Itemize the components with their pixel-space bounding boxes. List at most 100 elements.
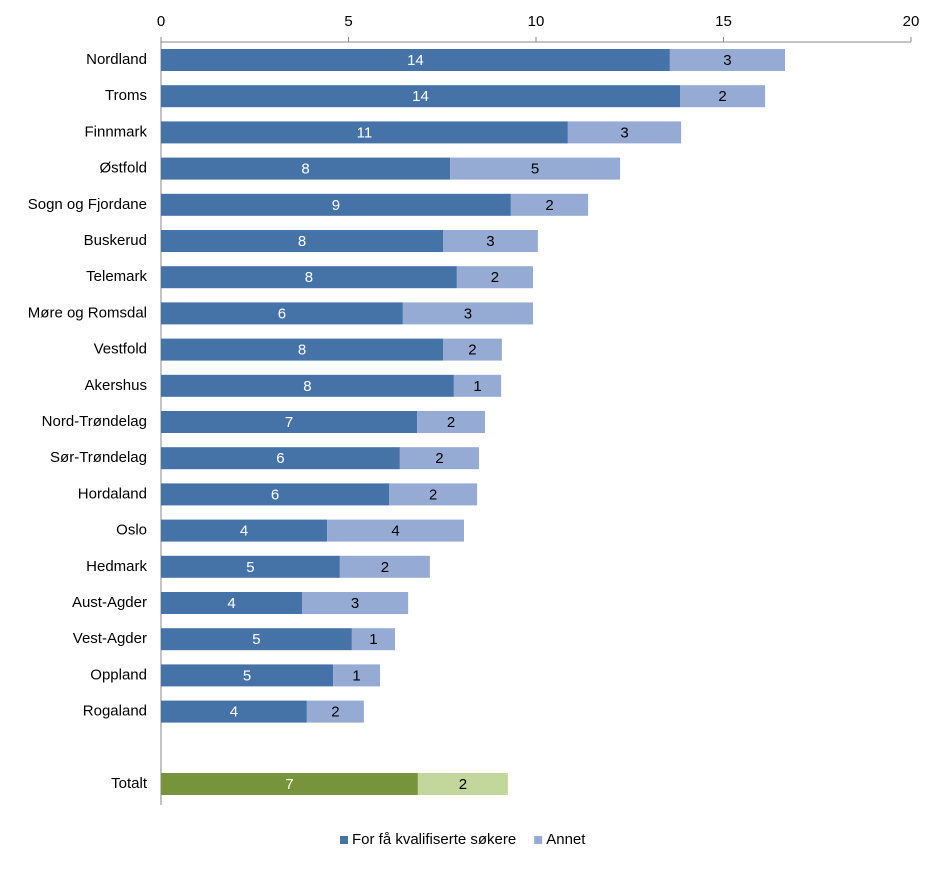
bar-segment bbox=[161, 555, 340, 578]
bar-segment bbox=[161, 338, 443, 361]
x-tick-label: 15 bbox=[715, 13, 732, 30]
data-label: 4 bbox=[240, 523, 248, 540]
y-tick-label: Nord-Trøndelag bbox=[42, 413, 147, 430]
bar-segment bbox=[339, 555, 430, 578]
bar-segment bbox=[399, 447, 479, 470]
x-tick-label: 5 bbox=[344, 13, 352, 30]
bar-segment bbox=[161, 302, 403, 325]
bar-segment bbox=[389, 483, 478, 506]
data-label: 2 bbox=[468, 342, 476, 359]
bar-segment bbox=[443, 338, 502, 361]
bar-segment bbox=[161, 664, 334, 687]
data-label: 5 bbox=[531, 161, 539, 178]
data-label: 6 bbox=[278, 305, 286, 322]
bar-segment bbox=[453, 374, 502, 397]
y-tick-label: Østfold bbox=[99, 160, 147, 177]
y-tick-label: Aust-Agder bbox=[72, 594, 147, 611]
data-label: 2 bbox=[545, 197, 553, 214]
bar-segment bbox=[161, 773, 418, 795]
bar-segment bbox=[161, 374, 454, 397]
data-label: 14 bbox=[412, 88, 429, 105]
data-label: 1 bbox=[369, 631, 377, 648]
data-label: 1 bbox=[352, 667, 360, 684]
bar-segment bbox=[402, 302, 533, 325]
legend-swatch bbox=[534, 836, 543, 844]
data-label: 4 bbox=[391, 523, 399, 540]
data-label: 4 bbox=[230, 704, 238, 721]
bar-segment bbox=[161, 193, 511, 216]
bar-segment bbox=[417, 773, 508, 795]
bar-segment bbox=[680, 85, 766, 108]
legend-swatch bbox=[340, 836, 348, 844]
data-label: 9 bbox=[332, 197, 340, 214]
bar-segment bbox=[510, 193, 589, 216]
data-label: 8 bbox=[301, 161, 309, 178]
data-label: 3 bbox=[464, 305, 472, 322]
y-tick-label: Telemark bbox=[86, 268, 147, 285]
y-tick-label: Oppland bbox=[90, 666, 147, 683]
data-label: 2 bbox=[459, 776, 467, 793]
y-tick-label: Hordaland bbox=[78, 485, 147, 502]
legend-label: Annet bbox=[546, 831, 586, 848]
data-label: 5 bbox=[246, 559, 254, 576]
bar-segment bbox=[456, 266, 533, 289]
bar-segment bbox=[161, 85, 680, 108]
data-label: 2 bbox=[429, 486, 437, 503]
bar-segment bbox=[443, 230, 538, 252]
y-tick-label: Finnmark bbox=[84, 123, 147, 140]
bar-segment bbox=[302, 592, 409, 614]
bar-segment bbox=[161, 411, 418, 433]
bar-segment bbox=[161, 628, 352, 651]
bar-segment bbox=[161, 266, 457, 289]
y-tick-label: Møre og Romsdal bbox=[28, 304, 147, 321]
bar-segment bbox=[161, 121, 568, 144]
x-tick-label: 10 bbox=[528, 13, 545, 30]
data-label: 7 bbox=[285, 776, 293, 793]
legend-label: For få kvalifiserte søkere bbox=[352, 831, 516, 848]
data-label: 5 bbox=[252, 631, 260, 648]
bar-segment bbox=[351, 628, 395, 651]
x-tick-label: 20 bbox=[903, 13, 920, 30]
bar-segment bbox=[161, 592, 302, 614]
data-label: 1 bbox=[473, 378, 481, 395]
data-label: 8 bbox=[298, 233, 306, 250]
bar-segment bbox=[161, 519, 328, 542]
bar-segment bbox=[161, 483, 389, 506]
bar-segment bbox=[161, 700, 307, 723]
data-label: 8 bbox=[305, 269, 313, 286]
bar-segment bbox=[333, 664, 380, 687]
y-tick-label: Totalt bbox=[111, 775, 148, 792]
y-tick-label: Vest-Agder bbox=[73, 630, 147, 647]
bar-segment bbox=[161, 49, 670, 71]
data-label: 3 bbox=[723, 52, 731, 69]
y-tick-label: Buskerud bbox=[84, 232, 147, 249]
data-label: 14 bbox=[407, 52, 424, 69]
data-label: 2 bbox=[435, 450, 443, 467]
bar-segment bbox=[417, 411, 485, 433]
y-tick-label: Vestfold bbox=[94, 341, 147, 358]
data-label: 6 bbox=[271, 486, 279, 503]
data-label: 3 bbox=[351, 595, 359, 612]
data-label: 5 bbox=[243, 667, 251, 684]
y-tick-label: Sør-Trøndelag bbox=[50, 449, 147, 466]
data-label: 2 bbox=[447, 414, 455, 431]
bar-segment bbox=[327, 519, 464, 542]
y-tick-label: Sogn og Fjordane bbox=[28, 196, 147, 213]
y-tick-label: Troms bbox=[105, 87, 147, 104]
data-label: 11 bbox=[357, 124, 373, 141]
y-tick-label: Oslo bbox=[116, 522, 147, 539]
data-label: 2 bbox=[718, 88, 726, 105]
y-tick-label: Nordland bbox=[86, 51, 147, 68]
bar-segment bbox=[450, 157, 620, 180]
data-label: 4 bbox=[227, 595, 235, 612]
data-label: 8 bbox=[298, 342, 306, 359]
y-tick-label: Hedmark bbox=[86, 558, 147, 575]
y-tick-label: Rogaland bbox=[83, 703, 147, 720]
bar-segment bbox=[669, 49, 785, 71]
data-label: 7 bbox=[285, 414, 293, 431]
data-label: 2 bbox=[381, 559, 389, 576]
y-tick-label: Akershus bbox=[84, 377, 147, 394]
bar-segment bbox=[161, 230, 443, 252]
bar-segment bbox=[161, 447, 400, 470]
